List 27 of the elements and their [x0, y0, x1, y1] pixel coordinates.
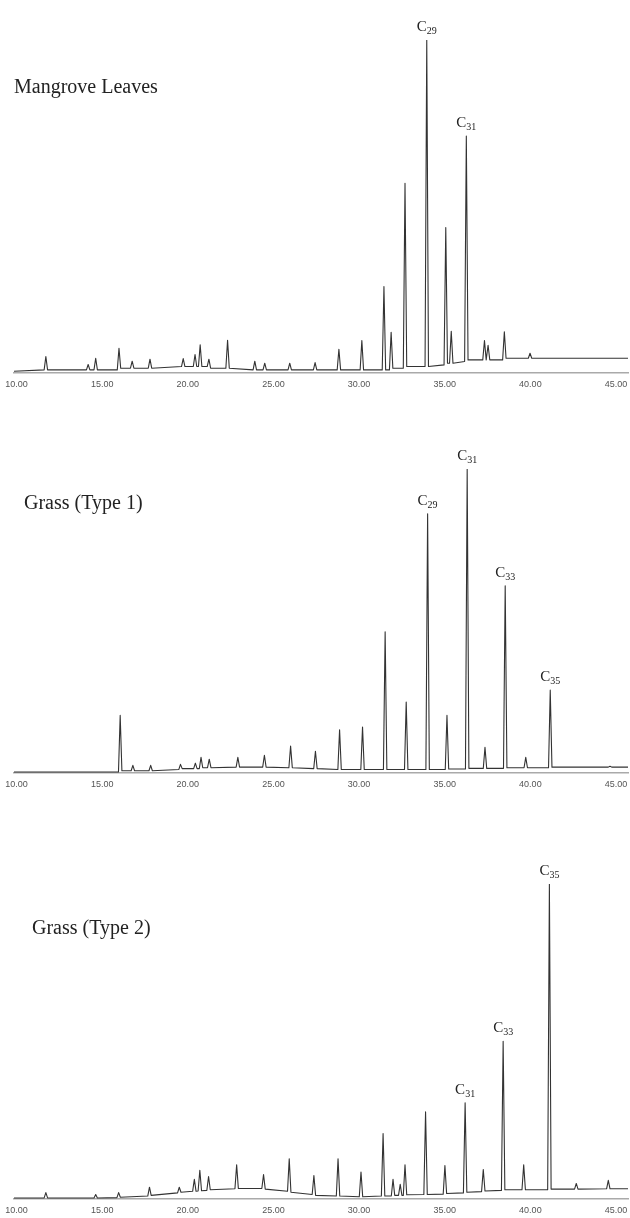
- text: Grass (Type 1): [24, 491, 143, 513]
- x-tick-label: 35.00: [433, 779, 457, 790]
- text: Mangrove Leaves: [14, 75, 158, 97]
- x-tick-label: 10.00: [5, 1205, 28, 1216]
- x-tick-label: 25.00: [262, 379, 285, 390]
- x-tick-label: 35.00: [433, 1205, 457, 1216]
- x-tick-label: 45.00: [604, 1205, 628, 1216]
- x-tick-label: 20.00: [176, 379, 200, 390]
- x-tick-label: 15.00: [90, 379, 114, 390]
- x-tick-label: 25.00: [262, 1205, 285, 1216]
- x-tick-label: 45.00: [604, 779, 628, 790]
- x-tick-label: 20.00: [176, 779, 200, 790]
- x-tick-label: 40.00: [519, 1205, 542, 1216]
- x-tick-label: 15.00: [90, 1205, 114, 1216]
- text: Grass (Type 2): [32, 916, 151, 938]
- x-tick-label: 30.00: [347, 1205, 371, 1216]
- x-tick-label: 40.00: [519, 379, 542, 390]
- x-tick-label: 30.00: [347, 379, 371, 390]
- x-tick-label: 10.00: [5, 779, 28, 790]
- x-tick-label: 15.00: [90, 779, 114, 790]
- x-tick-label: 10.00: [5, 379, 28, 390]
- x-tick-label: 30.00: [347, 779, 371, 790]
- x-tick-label: 45.00: [604, 379, 628, 390]
- x-tick-label: 20.00: [176, 1205, 200, 1216]
- x-tick-label: 35.00: [433, 379, 457, 390]
- x-tick-label: 25.00: [262, 779, 285, 790]
- x-tick-label: 40.00: [519, 779, 542, 790]
